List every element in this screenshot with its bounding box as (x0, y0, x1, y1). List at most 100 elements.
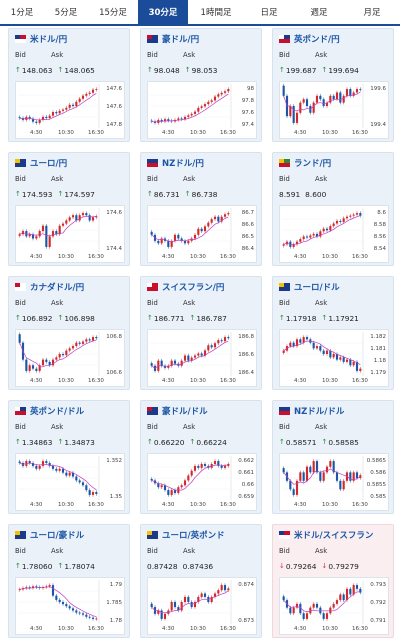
candle-up (91, 89, 95, 93)
currency-card[interactable]: 英ポンド/円 Bid Ask ↑ 199.687 ↑ 199.694 199.6… (272, 28, 394, 142)
x-tick-label: 4:30 (30, 130, 43, 136)
candle-up (213, 96, 217, 101)
currency-card[interactable]: NZドル/ドル Bid Ask ↑ 0.58571 ↑ 0.58585 0.58… (272, 400, 394, 514)
candlestick-chart[interactable]: 1.352 1.35 4:30 10:30 16:30 (15, 453, 125, 511)
candle-down (71, 472, 75, 477)
pair-name[interactable]: 豪ドル/円 (162, 35, 200, 45)
arrow-up-icon: ↑ (279, 438, 285, 446)
chart-svg (18, 456, 100, 500)
candle-up (91, 492, 95, 495)
candle-up (177, 118, 180, 120)
candle-up (335, 92, 339, 100)
candle-down (167, 240, 170, 247)
candle-up (200, 593, 203, 597)
candle-up (163, 119, 167, 122)
currency-card[interactable]: ユーロ/英ポンド Bid Ask 0.87428 0.87436 0.874 0.… (140, 524, 262, 638)
pair-name[interactable]: NZドル/円 (162, 159, 204, 169)
candlestick-chart[interactable]: 86.7 86.6 86.5 86.4 4:30 10:30 16:30 (147, 205, 257, 263)
ask-value: 0.79279 (328, 561, 359, 571)
bid-price: ↓ 0.79264 (279, 561, 316, 571)
candlestick-chart[interactable]: 8.6 8.58 8.56 8.54 4:30 10:30 16:30 (279, 205, 389, 263)
bid-label: Bid (147, 175, 158, 183)
pair-name[interactable]: ユーロ/英ポンド (162, 531, 225, 541)
pair-name[interactable]: 英ポンド/円 (294, 35, 340, 45)
pair-name[interactable]: ユーロ/円 (30, 159, 68, 169)
bid-price: ↑ 199.687 (279, 65, 316, 75)
currency-card[interactable]: ユーロ/円 Bid Ask ↑ 174.593 ↑ 174.597 174.6 1… (8, 152, 130, 266)
candle-down (167, 490, 170, 495)
pair-name[interactable]: 米ドル/円 (30, 35, 68, 45)
pair-name[interactable]: ユーロ/ドル (294, 283, 340, 293)
candle-up (322, 228, 325, 232)
candle-down (160, 360, 163, 366)
candlestick-chart[interactable]: 147.6 147.6 147.8 4:30 10:30 16:30 (15, 81, 125, 139)
pair-name[interactable]: 豪ドル/ドル (162, 407, 208, 417)
moving-average-line (283, 591, 361, 613)
candlestick-chart[interactable]: 106.8 106.6 4:30 10:30 16:30 (15, 329, 125, 387)
currency-card[interactable]: 英ポンド/ドル Bid Ask ↑ 1.34863 ↑ 1.34873 1.35… (8, 400, 130, 514)
candle-up (315, 346, 319, 349)
candle-down (177, 234, 180, 239)
pair-name[interactable]: ユーロ/豪ドル (30, 531, 85, 541)
tab-30min[interactable]: 30分足 (138, 0, 188, 24)
candle-down (332, 461, 335, 473)
candlestick-chart[interactable]: 98 97.8 97.6 97.4 4:30 10:30 16:30 (147, 81, 257, 139)
candle-down (88, 339, 91, 341)
currency-card[interactable]: スイスフラン/円 Bid Ask ↑ 186.771 ↑ 186.787 186… (140, 276, 262, 390)
tab-15min[interactable]: 15分足 (99, 8, 127, 18)
candle-down (65, 604, 68, 607)
currency-card[interactable]: ランド/円 Bid Ask 8.591 8.600 8.6 8.58 8.56 8.5… (272, 152, 394, 266)
candle-up (41, 461, 45, 466)
candlestick-chart[interactable]: 0.5865 0.586 0.5855 0.585 4:30 10:30 16:30 (279, 453, 389, 511)
ask-value: 199.694 (328, 65, 359, 75)
tab-1hour[interactable]: 1時間足 (200, 8, 232, 18)
candle-up (342, 95, 345, 103)
tab-weekly[interactable]: 週足 (310, 8, 328, 18)
pair-name[interactable]: カナダドル/円 (30, 283, 85, 293)
tab-monthly[interactable]: 月足 (363, 8, 381, 18)
currency-card[interactable]: カナダドル/円 Bid Ask ↑ 106.892 ↑ 106.898 106.… (8, 276, 130, 390)
candle-up (95, 618, 98, 620)
currency-card[interactable]: 米ドル/円 Bid Ask ↑ 148.063 ↑ 148.065 147.6 1… (8, 28, 130, 142)
tab-daily[interactable]: 日足 (260, 8, 278, 18)
currency-card[interactable]: NZドル/円 Bid Ask ↑ 86.731 ↑ 86.738 86.7 86.… (140, 152, 262, 266)
candlestick-chart[interactable]: 199.6 199.4 4:30 10:30 16:30 (279, 81, 389, 139)
currency-card[interactable]: 豪ドル/ドル Bid Ask ↑ 0.66220 ↑ 0.66224 0.662… (140, 400, 262, 514)
ask-price: ↑ 174.597 (57, 189, 94, 199)
za-flag-icon (279, 159, 290, 167)
x-tick-label: 4:30 (294, 130, 307, 136)
pair-name[interactable]: ランド/円 (294, 159, 332, 169)
candlestick-chart[interactable]: 0.793 0.792 0.791 4:30 10:30 16:30 (279, 577, 389, 635)
candlestick-chart[interactable]: 0.874 0.873 4:30 10:30 16:30 (147, 577, 257, 635)
ask-price: ↑ 1.17921 (321, 313, 358, 323)
candle-up (203, 226, 207, 232)
currency-card[interactable]: ユーロ/ドル Bid Ask ↑ 1.17918 ↑ 1.17921 1.182… (272, 276, 394, 390)
pair-name[interactable]: NZドル/ドル (294, 407, 345, 417)
pair-name[interactable]: 英ポンド/ドル (30, 407, 85, 417)
pair-name[interactable]: 米ドル/スイスフラン (294, 531, 374, 541)
arrow-up-icon: ↑ (147, 438, 153, 446)
candlestick-chart[interactable]: 1.79 1.785 1.78 4:30 10:30 16:30 (15, 577, 125, 635)
y-tick-label: 0.5855 (366, 482, 386, 488)
tab-5min[interactable]: 5分足 (54, 8, 78, 18)
candle-down (177, 607, 180, 611)
candle-up (352, 214, 355, 216)
candle-down (157, 240, 160, 244)
candlestick-chart[interactable]: 0.662 0.661 0.66 0.659 4:30 10:30 16:30 (147, 453, 257, 511)
currency-card[interactable]: 豪ドル/円 Bid Ask ↑ 98.048 ↑ 98.053 98 97.8 97… (140, 28, 262, 142)
candlestick-chart[interactable]: 186.8 186.6 186.4 4:30 10:30 16:30 (147, 329, 257, 387)
candle-down (78, 480, 81, 483)
candle-up (193, 602, 197, 608)
candlestick-chart[interactable]: 174.6 174.4 4:30 10:30 16:30 (15, 205, 125, 263)
candle-down (200, 353, 203, 356)
currency-card[interactable]: 米ドル/スイスフラン Bid Ask ↓ 0.79264 ↓ 0.79279 0… (272, 524, 394, 638)
chart-svg (282, 208, 364, 252)
bid-label: Bid (279, 547, 290, 555)
pair-name[interactable]: スイスフラン/円 (162, 283, 225, 293)
candlestick-chart[interactable]: 1.182 1.181 1.18 1.179 4:30 10:30 16:30 (279, 329, 389, 387)
currency-card[interactable]: ユーロ/豪ドル Bid Ask ↑ 1.78060 ↑ 1.78074 1.79… (8, 524, 130, 638)
candle-up (309, 235, 312, 238)
arrow-up-icon: ↑ (57, 314, 64, 322)
candle-down (31, 118, 35, 122)
tab-1min[interactable]: 1分足 (10, 8, 34, 18)
